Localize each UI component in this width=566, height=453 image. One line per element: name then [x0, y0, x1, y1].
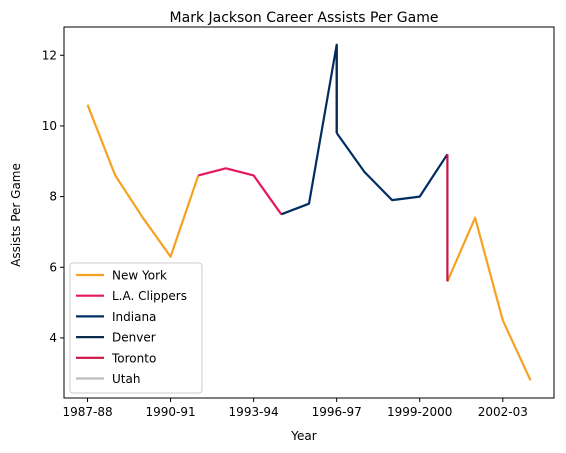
y-tick-label: 6	[49, 260, 57, 274]
y-axis-label: Assists Per Game	[9, 163, 23, 267]
plot-frame	[63, 26, 555, 399]
y-tick-label: 4	[49, 331, 57, 345]
series-line-indiana	[335, 132, 449, 202]
legend-label: New York	[112, 269, 167, 283]
chart-title: Mark Jackson Career Assists Per Game	[170, 10, 439, 26]
series-line-new-york	[86, 104, 200, 258]
legend-label: Denver	[112, 331, 156, 345]
y-axis: 4 6 8 10 12	[42, 48, 64, 345]
x-tick-label: 1996-97	[312, 405, 362, 419]
legend-label: Indiana	[112, 310, 156, 324]
legend-label: Utah	[112, 372, 140, 386]
plot-area	[86, 43, 532, 381]
legend-label: L.A. Clippers	[112, 289, 187, 303]
x-tick-label: 1987-88	[62, 405, 112, 419]
x-axis-label: Year	[290, 429, 316, 443]
legend: New York L.A. Clippers Indiana Denver Toront…	[69, 262, 203, 394]
series-line-new-york	[446, 216, 532, 381]
x-tick-label: 1990-91	[146, 405, 196, 419]
y-tick-label: 8	[49, 190, 57, 204]
x-tick-label: 1999-2000	[387, 405, 452, 419]
y-tick-label: 12	[42, 48, 57, 62]
y-tick-label: 10	[42, 119, 57, 133]
legend-label: Toronto	[111, 351, 156, 365]
x-tick-label: 1993-94	[229, 405, 279, 419]
x-tick-label: 2002-03	[478, 405, 528, 419]
x-axis: 1987-88 1990-91 1993-94 1996-97 1999-2000 200…	[62, 398, 528, 419]
series-line-l-a-clippers	[198, 167, 283, 215]
